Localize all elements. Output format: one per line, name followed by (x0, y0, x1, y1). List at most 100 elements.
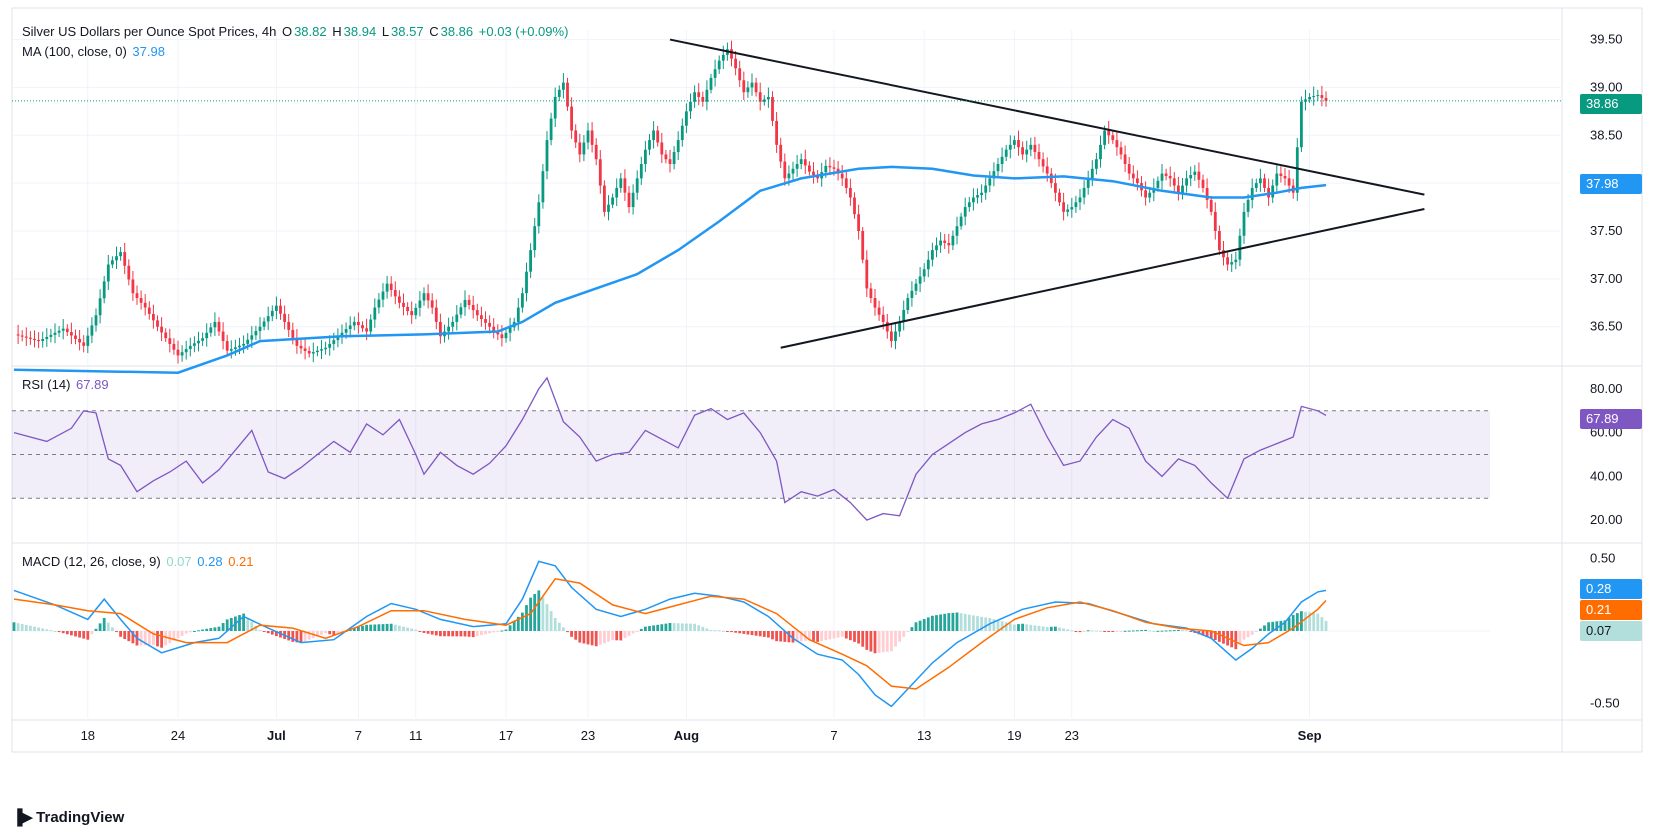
candle-body (176, 349, 180, 356)
candle-body (225, 341, 229, 351)
candle-body (693, 92, 696, 102)
macd-hist-bar (508, 625, 512, 631)
macd-hist-bar (1254, 631, 1258, 632)
candle-body (963, 207, 967, 217)
candle-body (279, 305, 282, 314)
macd-hist-bar (1267, 622, 1270, 631)
candle-body (812, 171, 815, 176)
candle-body (172, 343, 176, 350)
macd-hist-bar (74, 631, 77, 637)
macd-hist-bar (287, 631, 291, 641)
candle-body (168, 338, 172, 344)
candle-body (16, 334, 20, 336)
macd-hist-bar (1131, 630, 1135, 632)
macd-hist-bar (603, 631, 606, 644)
macd-hist-bar (1041, 626, 1045, 631)
candle-body (1127, 164, 1131, 174)
macd-hist-bar (262, 631, 266, 632)
candle-body (730, 49, 733, 59)
candle-body (1189, 175, 1193, 179)
macd-hist-bar (127, 631, 131, 642)
macd-hist-bar (1086, 630, 1090, 632)
candle-body (1148, 192, 1152, 198)
candle-body (824, 165, 828, 173)
macd-hist-bar (1013, 624, 1016, 631)
macd-hist-bar (795, 631, 799, 642)
macd-hist-bar (914, 622, 918, 631)
candle-body (840, 173, 844, 179)
macd-hist-bar (619, 631, 623, 641)
macd-hist-bar (726, 631, 729, 632)
candle-body (918, 276, 922, 284)
candle-body (541, 171, 545, 203)
macd-signal-value: 0.21 (228, 554, 254, 569)
candle-body (799, 159, 803, 164)
candle-body (152, 313, 155, 321)
macd-hist-bar (1172, 630, 1176, 632)
macd-hist-bar (1107, 631, 1111, 632)
macd-hist-bar (336, 631, 340, 634)
macd-hist-bar (1017, 624, 1020, 631)
close-value: 38.86 (440, 24, 474, 39)
macd-hist-bar (894, 631, 897, 647)
ma-legend[interactable]: MA (100, close, 0) 37.98 (22, 44, 167, 59)
macd-hist-bar (324, 631, 327, 634)
macd-hist-bar (1156, 630, 1160, 632)
candle-body (1308, 97, 1311, 100)
macd-hist-bar (455, 631, 459, 637)
macd-hist-bar (1078, 631, 1082, 633)
macd-hist-bar (783, 631, 787, 642)
macd-hist-bar (131, 631, 135, 644)
rsi-legend[interactable]: RSI (14) 67.89 (22, 377, 111, 392)
candle-body (648, 140, 651, 150)
candle-body (484, 319, 487, 323)
candle-body (754, 82, 758, 93)
macd-hist-bar (668, 623, 672, 631)
x-tick-label: 19 (1007, 728, 1021, 743)
macd-tick-label: 0.50 (1590, 551, 1615, 566)
candle-body (266, 316, 270, 322)
macd-hist-bar (799, 631, 803, 642)
candle-body (1078, 197, 1082, 203)
rsi-tick-label: 40.00 (1590, 468, 1623, 483)
candle-body (721, 54, 725, 61)
macd-hist-bar (578, 631, 582, 643)
macd-hist-bar (209, 628, 213, 631)
macd-hist-bar (935, 615, 938, 631)
macd-hist-bar (775, 631, 778, 642)
candle-body (803, 159, 807, 166)
macd-hist-bar (496, 631, 500, 632)
candle-body (762, 99, 766, 102)
candle-body (611, 197, 614, 205)
candle-body (529, 250, 532, 272)
macd-hist-bar (98, 623, 102, 631)
candle-body (574, 130, 578, 143)
candle-body (562, 82, 565, 90)
macd-hist-bar (1000, 621, 1004, 631)
macd-hist-bar (1054, 626, 1057, 631)
candle-body (184, 349, 188, 353)
macd-badge: 0.28 (1580, 579, 1642, 599)
macd-hist-bar (102, 617, 106, 631)
candle-body (242, 343, 245, 346)
candle-body (217, 321, 221, 332)
candle-body (508, 327, 512, 333)
candle-body (1021, 147, 1024, 155)
macd-hist-bar (1320, 617, 1324, 631)
candle-body (254, 331, 258, 336)
macd-hist-bar (180, 631, 184, 636)
macd-hist-bar (1090, 630, 1094, 632)
macd-legend[interactable]: MACD (12, 26, close, 9) 0.07 0.28 0.21 (22, 554, 256, 569)
macd-hist-bar (1209, 631, 1213, 639)
macd-hist-bar (1160, 630, 1164, 632)
macd-hist-bar (434, 631, 438, 636)
macd-hist-bar (947, 613, 951, 631)
candle-body (135, 293, 139, 298)
candle-body (1295, 147, 1299, 193)
candle-body (234, 347, 237, 349)
candle-body (209, 327, 213, 333)
candle-body (1242, 211, 1246, 236)
macd-hist-bar (459, 631, 463, 637)
candle-body (701, 97, 705, 102)
tradingview-logo[interactable]: ▐▶ TradingView (12, 808, 124, 826)
